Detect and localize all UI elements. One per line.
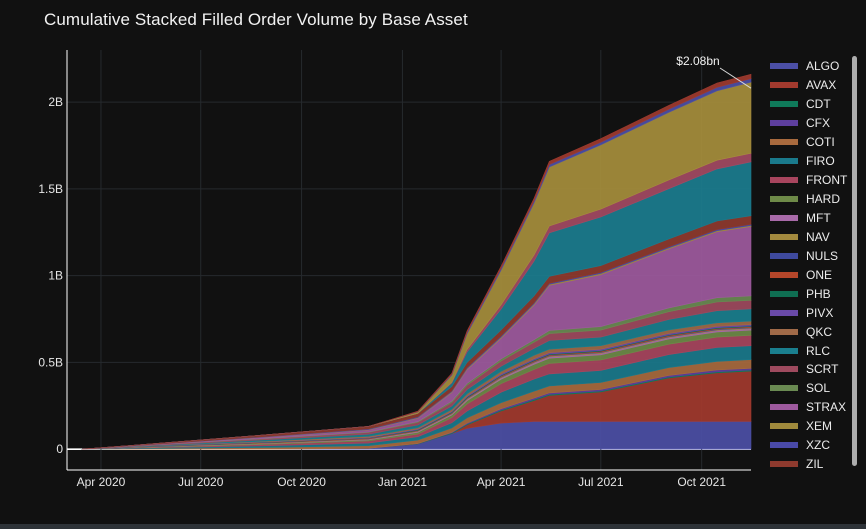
- legend-swatch: [770, 252, 798, 259]
- legend-item-hard[interactable]: HARD: [770, 190, 850, 209]
- y-tick-label: 1B: [48, 269, 63, 283]
- legend-label: XEM: [806, 419, 833, 434]
- legend-label: XZC: [806, 438, 830, 453]
- legend-label: SOL: [806, 381, 831, 396]
- legend-item-cfx[interactable]: CFX: [770, 114, 850, 133]
- legend-item-rlc[interactable]: RLC: [770, 341, 850, 360]
- y-tick-label: 0.5B: [38, 355, 63, 369]
- legend-swatch: [770, 290, 798, 297]
- legend-swatch: [770, 328, 798, 335]
- window-bottom-edge: [0, 524, 866, 529]
- x-tick-label: Apr 2020: [77, 475, 126, 489]
- legend-label: RLC: [806, 343, 831, 358]
- y-tick-label: 2B: [48, 95, 63, 109]
- legend-swatch: [770, 404, 798, 411]
- legend-swatch: [770, 423, 798, 430]
- x-tick-label: Jan 2021: [378, 475, 428, 489]
- legend-item-coti[interactable]: COTI: [770, 133, 850, 152]
- legend-label: FIRO: [806, 154, 835, 169]
- legend-swatch: [770, 347, 798, 354]
- legend-swatch: [770, 366, 798, 373]
- legend-swatch: [770, 233, 798, 240]
- x-tick-label: Jul 2020: [178, 475, 224, 489]
- legend-label: AVAX: [806, 78, 837, 93]
- legend-label: QKC: [806, 324, 833, 339]
- legend-label: NAV: [806, 229, 830, 244]
- legend-label: PIVX: [806, 305, 834, 320]
- legend-swatch: [770, 309, 798, 316]
- legend-label: ZIL: [806, 457, 824, 472]
- legend-label: CDT: [806, 97, 831, 112]
- legend-item-cdt[interactable]: CDT: [770, 95, 850, 114]
- legend-item-xem[interactable]: XEM: [770, 417, 850, 436]
- legend-item-nav[interactable]: NAV: [770, 227, 850, 246]
- area-zil-2: [82, 73, 752, 450]
- x-tick-label: Jul 2021: [578, 475, 624, 489]
- legend-scrollbar[interactable]: [852, 56, 857, 466]
- legend-item-front[interactable]: FRONT: [770, 171, 850, 190]
- legend-swatch: [770, 271, 798, 278]
- legend-label: MFT: [806, 210, 831, 225]
- legend-item-sol[interactable]: SOL: [770, 379, 850, 398]
- legend-label: NULS: [806, 248, 839, 263]
- legend-item-scrt[interactable]: SCRT: [770, 360, 850, 379]
- legend-label: COTI: [806, 135, 835, 150]
- legend-label: FRONT: [806, 173, 848, 188]
- legend-swatch: [770, 120, 798, 127]
- y-tick-label: 1.5B: [38, 182, 63, 196]
- legend-label: ONE: [806, 267, 833, 282]
- legend-label: ALGO: [806, 59, 840, 74]
- legend-label: HARD: [806, 192, 841, 207]
- legend-item-avax[interactable]: AVAX: [770, 76, 850, 95]
- legend: ALGO AVAX CDT CFX COTI FIRO FRONT HARD MFT NAV NUL…: [770, 57, 850, 474]
- x-tick-label: Apr 2021: [477, 475, 526, 489]
- legend-item-zil[interactable]: ZIL: [770, 455, 850, 474]
- annotation-arrow: [719, 67, 752, 89]
- legend-item-algo[interactable]: ALGO: [770, 57, 850, 76]
- legend-item-phb[interactable]: PHB: [770, 284, 850, 303]
- legend-swatch: [770, 63, 798, 70]
- legend-item-one[interactable]: ONE: [770, 265, 850, 284]
- legend-item-pivx[interactable]: PIVX: [770, 303, 850, 322]
- legend-item-nuls[interactable]: NULS: [770, 246, 850, 265]
- legend-label: CFX: [806, 116, 830, 131]
- legend-label: STRAX: [806, 400, 847, 415]
- annotation-label: $2.08bn: [676, 54, 719, 68]
- legend-item-firo[interactable]: FIRO: [770, 152, 850, 171]
- legend-swatch: [770, 139, 798, 146]
- y-tick-label: 0: [56, 442, 63, 456]
- legend-swatch: [770, 177, 798, 184]
- legend-item-xzc[interactable]: XZC: [770, 436, 850, 455]
- legend-swatch: [770, 461, 798, 468]
- legend-swatch: [770, 196, 798, 203]
- chart-title: Cumulative Stacked Filled Order Volume b…: [44, 10, 468, 29]
- legend-swatch: [770, 101, 798, 108]
- legend-item-mft[interactable]: MFT: [770, 209, 850, 228]
- x-tick-label: Oct 2021: [677, 475, 726, 489]
- legend-item-strax[interactable]: STRAX: [770, 398, 850, 417]
- x-tick-label: Oct 2020: [277, 475, 326, 489]
- legend-swatch: [770, 158, 798, 165]
- legend-swatch: [770, 82, 798, 89]
- legend-swatch: [770, 214, 798, 221]
- legend-label: SCRT: [806, 362, 839, 377]
- legend-item-qkc[interactable]: QKC: [770, 322, 850, 341]
- legend-swatch: [770, 442, 798, 449]
- legend-swatch: [770, 385, 798, 392]
- legend-label: PHB: [806, 286, 831, 301]
